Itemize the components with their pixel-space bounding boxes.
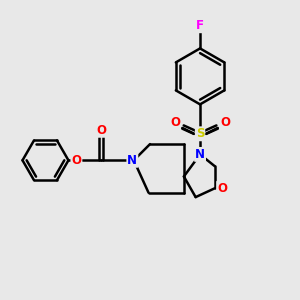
Text: O: O bbox=[217, 182, 227, 195]
Text: O: O bbox=[96, 124, 106, 137]
Text: S: S bbox=[196, 127, 204, 140]
Text: O: O bbox=[220, 116, 230, 129]
Text: N: N bbox=[195, 148, 205, 161]
Text: O: O bbox=[71, 154, 81, 167]
Text: O: O bbox=[170, 116, 180, 129]
Text: N: N bbox=[127, 154, 137, 167]
Text: F: F bbox=[196, 19, 204, 32]
